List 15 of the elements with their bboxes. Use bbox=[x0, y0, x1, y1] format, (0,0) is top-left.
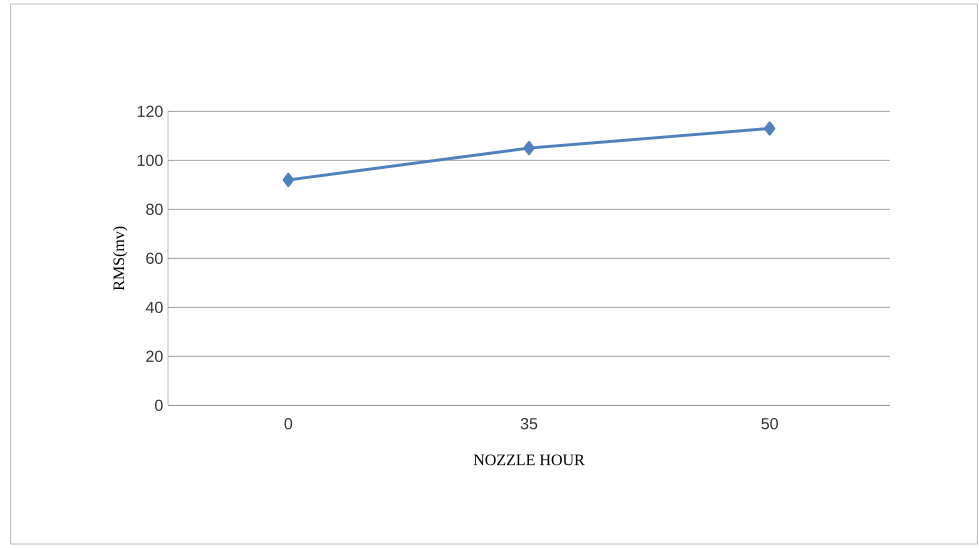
x-axis-title: NOZZLE HOUR bbox=[474, 454, 585, 466]
x-tick-label: 35 bbox=[520, 418, 538, 430]
point bbox=[282, 172, 294, 187]
y-tick-label: 20 bbox=[146, 350, 163, 362]
x-tick-label: 50 bbox=[761, 418, 778, 430]
point bbox=[764, 121, 776, 136]
y-tick-label: 80 bbox=[146, 204, 163, 215]
y-tick-label: 60 bbox=[146, 252, 163, 264]
y-tick-label: 100 bbox=[138, 154, 163, 166]
y-tick-label: 40 bbox=[146, 302, 163, 313]
y-tick-label: 120 bbox=[138, 106, 163, 117]
point bbox=[523, 141, 535, 156]
y-axis-title: RMS(mv) bbox=[112, 226, 128, 290]
y-tick-label: 0 bbox=[155, 400, 163, 411]
x-tick-label: 0 bbox=[284, 418, 292, 430]
